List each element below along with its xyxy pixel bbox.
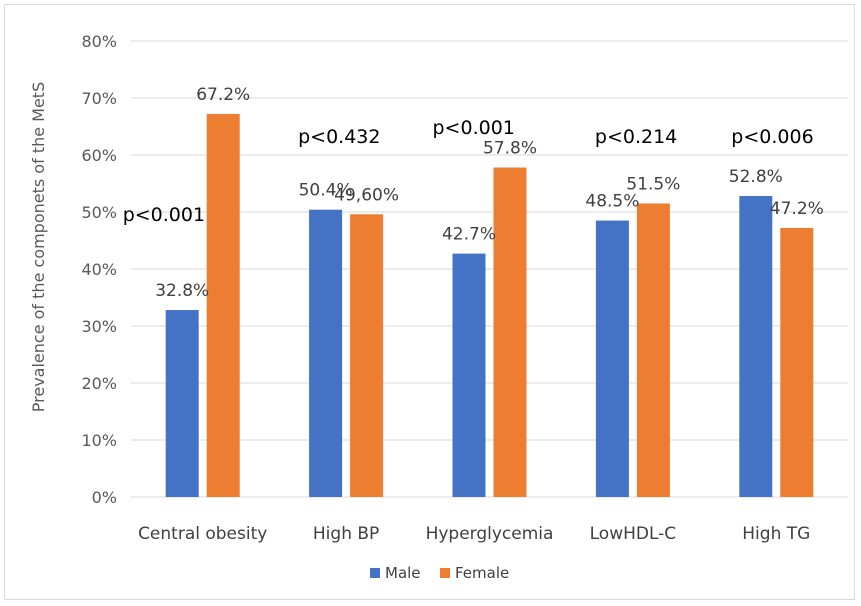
y-tick-label: 10%	[81, 431, 117, 450]
chart-frame: 0% 10% 20% 30% 40% 50% 60% 70% 80% 32.8% 67.2% 50.…	[4, 4, 855, 600]
y-tick-label: 50%	[81, 203, 117, 222]
p-value-label: p<0.006	[731, 126, 813, 148]
data-label: 32.8%	[155, 281, 209, 301]
legend-swatch-female	[440, 568, 450, 578]
y-tick-label: 70%	[81, 89, 117, 108]
data-labels: 32.8% 67.2% 50.4%49,60% 42.7% 57.8% 48.5%51.5…	[155, 85, 824, 301]
bar-male	[165, 310, 199, 497]
p-value-annotations: p<0.001 p<0.432 p<0.001 p<0.214 p<0.006	[123, 117, 814, 226]
y-axis-ticks: 0% 10% 20% 30% 40% 50% 60% 70% 80%	[81, 32, 117, 507]
legend: Male Female	[370, 564, 509, 582]
y-axis-label: Prevalence of the componets of the MetS	[29, 82, 48, 412]
bar-chart: 0% 10% 20% 30% 40% 50% 60% 70% 80% 32.8% 67.2% 50.…	[29, 32, 848, 582]
bar-female	[350, 214, 384, 497]
data-label: 67.2%	[196, 85, 250, 105]
bar-female	[206, 113, 240, 498]
category-label: LowHDL-C	[590, 524, 677, 544]
y-tick-label: 30%	[81, 317, 117, 336]
gridlines	[131, 40, 848, 498]
p-value-label: p<0.432	[298, 126, 380, 148]
legend-label: Male	[385, 564, 421, 582]
bar-male	[739, 196, 773, 498]
bar-male	[309, 209, 343, 497]
data-label: 50.4%	[299, 181, 353, 201]
category-label: Central obesity	[138, 524, 267, 544]
bar-male	[452, 253, 486, 497]
y-tick-label: 60%	[81, 146, 117, 165]
y-tick-label: 20%	[81, 374, 117, 393]
category-label: High BP	[313, 524, 379, 544]
p-value-label: p<0.001	[433, 117, 515, 139]
y-tick-label: 80%	[81, 32, 117, 51]
legend-label: Female	[455, 564, 509, 582]
legend-swatch-male	[370, 568, 380, 578]
data-label: 48.5%	[585, 192, 639, 212]
data-label: 49,60%	[334, 185, 399, 205]
bar-female	[636, 203, 670, 497]
y-tick-label: 0%	[92, 488, 117, 507]
p-value-label: p<0.214	[595, 126, 677, 148]
data-label: 51.5%	[626, 174, 680, 194]
category-label: High TG	[742, 524, 810, 544]
bar-female	[493, 167, 527, 498]
y-tick-label: 40%	[81, 260, 117, 279]
bar-female	[780, 227, 814, 497]
data-label: 42.7%	[442, 225, 496, 245]
bar-male	[595, 220, 629, 498]
data-label: 47.2%	[770, 199, 824, 219]
category-label: Hyperglycemia	[426, 524, 554, 544]
bars	[165, 113, 814, 498]
x-axis-categories: Central obesity High BP Hyperglycemia LowHD…	[138, 524, 810, 544]
data-label: 52.8%	[729, 167, 783, 187]
p-value-label: p<0.001	[123, 204, 205, 226]
data-label: 57.8%	[483, 139, 537, 159]
